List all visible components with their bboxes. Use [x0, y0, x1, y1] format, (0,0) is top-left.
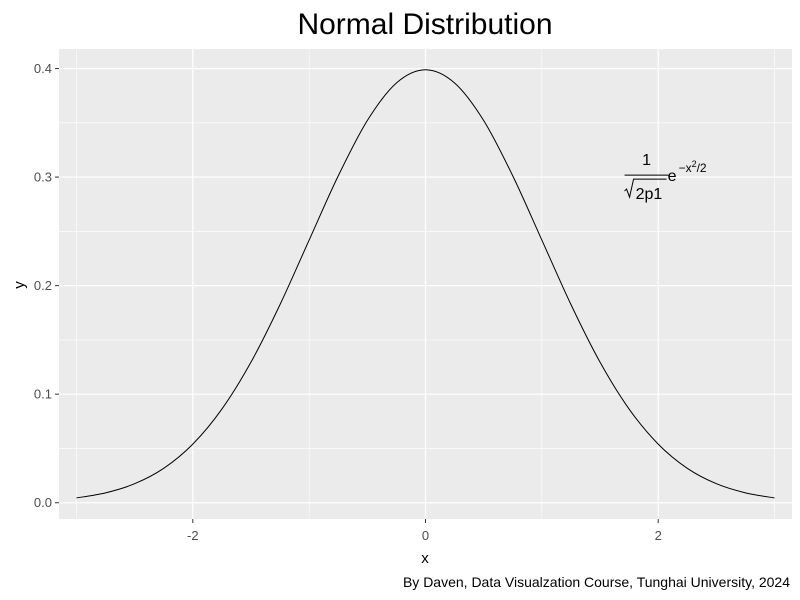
y-tick-label: 0.4: [34, 61, 52, 76]
sqrt-sign: [624, 178, 667, 199]
major-grid: [59, 49, 792, 519]
series-layer: [76, 69, 775, 499]
x-axis-ticks: -2 0 2: [187, 519, 662, 543]
x-axis-title: x: [421, 550, 429, 567]
y-tick-label: 0.3: [34, 170, 52, 185]
x-tick-label: -2: [187, 528, 199, 543]
formula-annotation: 1 2p1 e −x2/2: [624, 152, 707, 203]
formula-radicand: 2p1: [636, 186, 663, 203]
x-tick-label: 0: [422, 528, 429, 543]
formula-exponent: −x2/2: [679, 159, 707, 175]
y-tick-label: 0.2: [34, 278, 52, 293]
formula-numerator: 1: [642, 152, 651, 169]
chart-caption: By Daven, Data Visualzation Course, Tung…: [403, 574, 790, 590]
formula-base: e: [668, 168, 677, 185]
annotation-layer: 1 2p1 e −x2/2: [624, 152, 707, 203]
y-axis-ticks: 0.0 0.1 0.2 0.3 0.4: [34, 61, 59, 510]
x-tick-label: 2: [655, 528, 662, 543]
y-tick-label: 0.1: [34, 387, 52, 402]
density-curve: [76, 69, 775, 499]
chart-title: Normal Distribution: [297, 8, 552, 41]
y-tick-label: 0.0: [34, 495, 52, 510]
y-axis-title: y: [11, 281, 28, 289]
